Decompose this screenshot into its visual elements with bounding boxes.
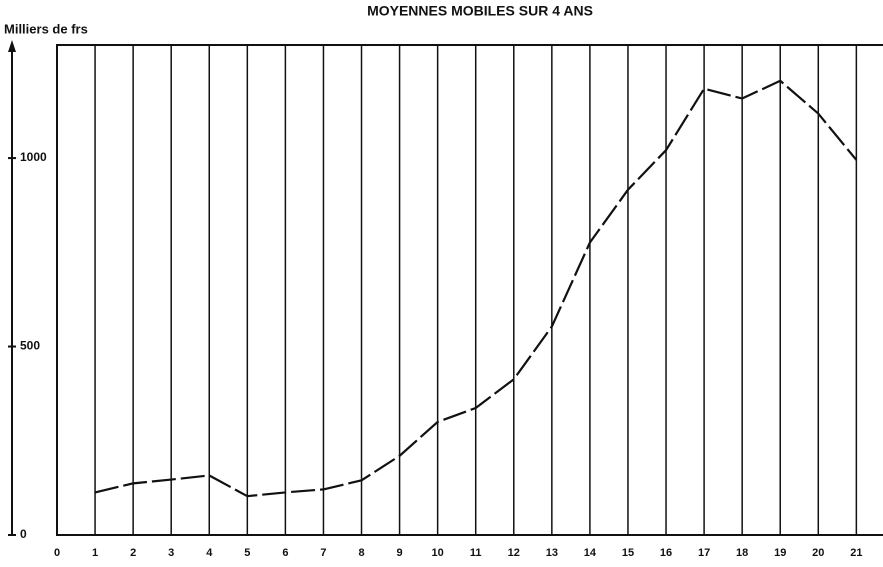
x-tick-label: 7 xyxy=(320,547,326,559)
x-tick-label: 15 xyxy=(622,547,634,559)
x-tick-label: 11 xyxy=(470,547,482,559)
x-tick-label: 12 xyxy=(508,547,520,559)
data-line xyxy=(94,79,858,498)
plot-frame xyxy=(56,44,883,536)
x-tick-label: 18 xyxy=(736,547,748,559)
x-tick-label: 14 xyxy=(584,547,597,559)
x-tick-label: 4 xyxy=(206,547,213,559)
x-tick-label: 19 xyxy=(774,547,786,559)
x-tick-label: 2 xyxy=(130,547,136,559)
y-tick-label: 0 xyxy=(20,527,27,541)
x-tick-label: 16 xyxy=(660,547,672,559)
x-tick-label: 3 xyxy=(168,547,174,559)
x-tick-label: 10 xyxy=(432,547,444,559)
x-tick-label: 1 xyxy=(92,547,98,559)
y-axis-arrow xyxy=(8,40,16,52)
chart-title: MOYENNES MOBILES SUR 4 ANS xyxy=(367,3,593,19)
x-tick-label: 8 xyxy=(358,547,364,559)
y-tick-label: 1000 xyxy=(20,150,47,164)
x-tick-label: 17 xyxy=(698,547,710,559)
x-tick-label: 9 xyxy=(397,547,403,559)
y-tick-label: 500 xyxy=(20,339,40,353)
x-tick-label: 21 xyxy=(850,547,862,559)
x-tick-label: 0 xyxy=(54,547,60,559)
x-tick-label: 20 xyxy=(812,547,824,559)
x-tick-label: 5 xyxy=(244,547,250,559)
x-tick-label: 13 xyxy=(546,547,558,559)
x-tick-label: 6 xyxy=(282,547,288,559)
y-axis-label: Milliers de frs xyxy=(4,21,88,36)
